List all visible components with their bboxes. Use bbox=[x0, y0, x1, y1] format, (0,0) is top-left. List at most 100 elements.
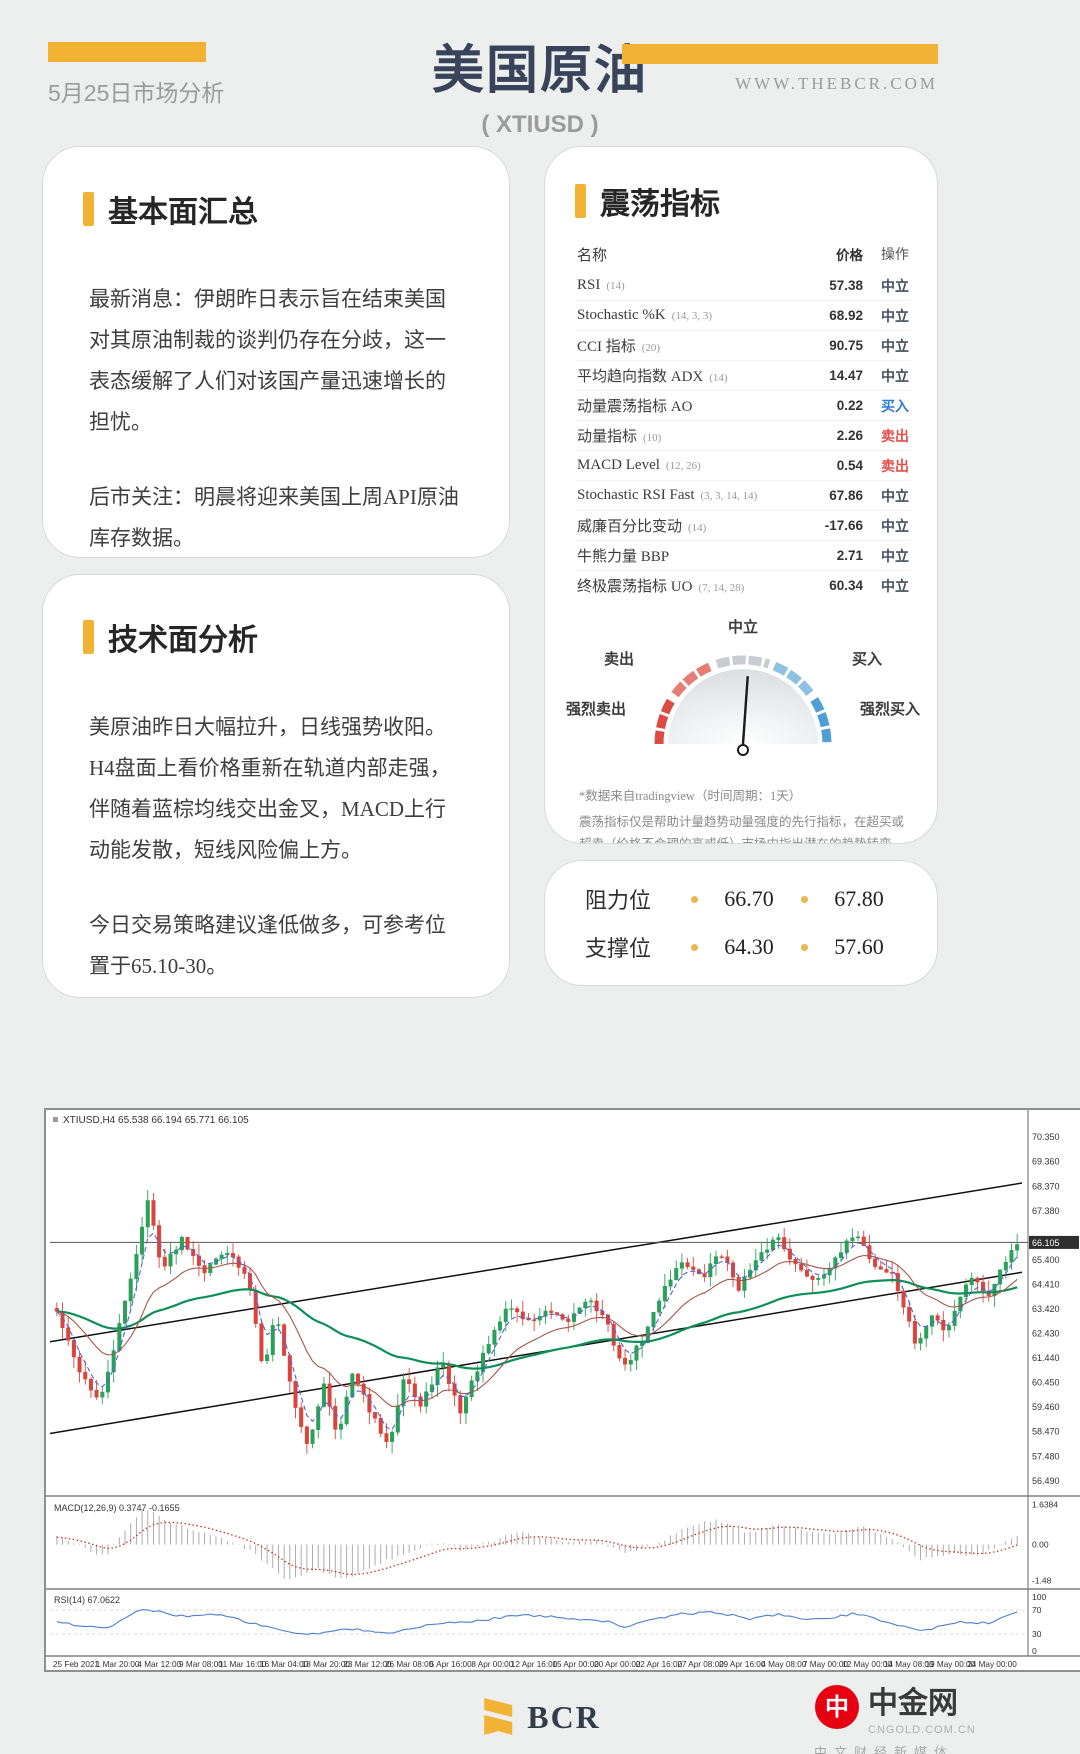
indicator-name: MACD Level (12, 26) bbox=[577, 457, 701, 473]
resistance-value-2: 67.80 bbox=[834, 886, 884, 911]
symbol-subtitle: ( XTIUSD ) bbox=[481, 111, 599, 138]
fundamental-paragraph: 后市关注：明晨将迎来美国上周API原油库存数据。 bbox=[89, 484, 459, 550]
svg-text:59.460: 59.460 bbox=[1032, 1402, 1060, 1412]
indicator-param: (14) bbox=[709, 372, 728, 384]
indicator-action: 中立 bbox=[881, 279, 909, 295]
indicator-price: 0.22 bbox=[836, 398, 863, 413]
accent-bar-left bbox=[48, 42, 206, 62]
svg-text:XTIUSD,H4 65.538 66.194 65.771: XTIUSD,H4 65.538 66.194 65.771 66.105 bbox=[63, 1115, 249, 1126]
indicator-row: CCI 指标 (20) 90.75 中立 bbox=[575, 330, 911, 360]
indicator-param: (3, 3, 14, 14) bbox=[700, 490, 758, 502]
page-title: 美国原油 bbox=[431, 42, 648, 100]
indicator-param: (10) bbox=[643, 432, 662, 444]
indicator-action: 中立 bbox=[881, 549, 909, 565]
svg-text:24 May 00:00: 24 May 00:00 bbox=[967, 1660, 1017, 1669]
oscillator-footnotes: *数据来自tradingview（时间周期：1天） 震荡指标仅是帮助计量趋势动量… bbox=[575, 786, 911, 843]
svg-text:-1.48: -1.48 bbox=[1032, 1576, 1052, 1586]
indicator-name: 威廉百分比变动 (14) bbox=[577, 519, 707, 535]
indicator-price: 57.38 bbox=[829, 278, 863, 293]
support-label: 支撑位 bbox=[585, 936, 652, 961]
indicator-row: RSI (14) 57.38 中立 bbox=[575, 271, 911, 300]
fundamental-title-row: 基本面汇总 bbox=[83, 187, 469, 231]
svg-text:16 Mar 04:00: 16 Mar 04:00 bbox=[260, 1660, 309, 1669]
indicator-row: 终极震荡指标 UO (7, 14, 28) 60.34 中立 bbox=[575, 570, 911, 600]
indicator-price: 60.34 bbox=[829, 578, 863, 593]
svg-text:69.360: 69.360 bbox=[1032, 1157, 1060, 1167]
svg-text:5 Apr 16:00: 5 Apr 16:00 bbox=[430, 1660, 472, 1669]
gauge-label-buy: 买入 bbox=[851, 651, 882, 668]
indicator-action: 中立 bbox=[881, 519, 909, 535]
footnote-source: *数据来自tradingview（时间周期：1天） bbox=[579, 789, 802, 803]
technical-paragraph: 今日交易策略建议逢低做多，可参考位置于65.10-30。 bbox=[89, 912, 446, 978]
oscillator-title: 震荡指标 bbox=[600, 188, 720, 221]
indicator-row: 动量震荡指标 AO 0.22 买入 bbox=[575, 390, 911, 420]
indicator-row: Stochastic %K (14, 3, 3) 68.92 中立 bbox=[575, 300, 911, 330]
col-action: 操作 bbox=[881, 248, 909, 263]
indicator-row: Stochastic RSI Fast (3, 3, 14, 14) 67.86 中立 bbox=[575, 480, 911, 510]
oscillator-card: 震荡指标 名称 价格 操作 RSI (14) 57.38 中立 Stochastic %… bbox=[544, 146, 938, 844]
svg-text:14 May 08:00: 14 May 08:00 bbox=[884, 1660, 934, 1669]
cngold-domain: CNGOLD.COM.CN bbox=[868, 1724, 976, 1736]
col-price: 价格 bbox=[836, 248, 863, 263]
indicator-name: 平均趋向指数 ADX (14) bbox=[577, 369, 728, 385]
svg-text:23 Mar 12:00: 23 Mar 12:00 bbox=[343, 1660, 392, 1669]
title-accent-bar bbox=[575, 184, 586, 218]
oscillator-title-row: 震荡指标 bbox=[575, 179, 911, 223]
bullet-dot-icon bbox=[690, 895, 698, 903]
svg-text:70.350: 70.350 bbox=[1032, 1132, 1060, 1142]
svg-text:58.470: 58.470 bbox=[1032, 1427, 1060, 1437]
svg-text:1.6384: 1.6384 bbox=[1032, 1500, 1058, 1510]
support-row: 支撑位 64.30 57.60 bbox=[585, 931, 897, 963]
right-column: 震荡指标 名称 价格 操作 RSI (14) 57.38 中立 Stochastic %… bbox=[544, 146, 938, 998]
sentiment-gauge: 中立 卖出 买入 强烈卖出 强烈买入 bbox=[566, 618, 920, 776]
bullet-dot-icon bbox=[690, 943, 698, 951]
header-left: 5月25日市场分析 bbox=[48, 42, 224, 108]
indicator-action: 中立 bbox=[881, 369, 909, 385]
website-url: WWW.THEBCR.COM bbox=[735, 74, 938, 93]
levels-card: 阻力位 66.70 67.80 支撑位 64.30 57.60 bbox=[544, 860, 938, 986]
resistance-label: 阻力位 bbox=[585, 888, 652, 913]
support-value-2: 57.60 bbox=[834, 934, 884, 959]
cngold-logo-icon: 中 bbox=[815, 1685, 859, 1729]
indicator-param: (14, 3, 3) bbox=[671, 310, 713, 322]
svg-text:25 Feb 2021: 25 Feb 2021 bbox=[53, 1660, 99, 1669]
gauge-arc bbox=[654, 655, 832, 756]
svg-text:68.370: 68.370 bbox=[1032, 1181, 1060, 1191]
technical-paragraph: 美原油昨日大幅拉升，日线强势收阳。H4盘面上看价格重新在轨道内部走强，伴随着蓝棕… bbox=[89, 715, 451, 862]
indicator-price: 0.54 bbox=[836, 458, 863, 473]
svg-text:67.380: 67.380 bbox=[1032, 1206, 1060, 1216]
indicator-price: 2.71 bbox=[836, 548, 863, 563]
svg-text:中: 中 bbox=[825, 1694, 849, 1721]
svg-text:26 Mar 08:00: 26 Mar 08:00 bbox=[385, 1660, 434, 1669]
analysis-date-label: 5月25日市场分析 bbox=[48, 80, 225, 106]
indicator-price: 68.92 bbox=[829, 308, 863, 323]
svg-text:60.450: 60.450 bbox=[1032, 1378, 1060, 1388]
svg-text:9 Mar 08:00: 9 Mar 08:00 bbox=[179, 1660, 223, 1669]
svg-text:8 Apr 00:00: 8 Apr 00:00 bbox=[471, 1660, 513, 1669]
svg-text:0: 0 bbox=[1032, 1646, 1037, 1656]
footer-bcr-brand: BCR bbox=[479, 1696, 601, 1738]
svg-text:7 May 00:00: 7 May 00:00 bbox=[803, 1660, 849, 1669]
indicator-rows: RSI (14) 57.38 中立 Stochastic %K (14, 3, 3) 68.… bbox=[575, 271, 911, 600]
indicator-name: 动量指标 (10) bbox=[577, 429, 662, 445]
col-name: 名称 bbox=[577, 247, 608, 264]
svg-text:57.480: 57.480 bbox=[1032, 1451, 1060, 1461]
indicator-name: RSI (14) bbox=[577, 277, 625, 293]
svg-text:27 Apr 08:00: 27 Apr 08:00 bbox=[677, 1660, 724, 1669]
technical-title: 技术面分析 bbox=[108, 624, 258, 657]
svg-text:22 Apr 16:00: 22 Apr 16:00 bbox=[636, 1660, 683, 1669]
svg-text:4 May 08:00: 4 May 08:00 bbox=[761, 1660, 807, 1669]
indicator-row: 威廉百分比变动 (14) -17.66 中立 bbox=[575, 510, 911, 540]
indicator-action: 中立 bbox=[881, 339, 909, 355]
indicator-price: -17.66 bbox=[824, 518, 863, 533]
gauge-label-strong-buy: 强烈买入 bbox=[859, 701, 920, 718]
svg-text:RSI(14) 67.0622: RSI(14) 67.0622 bbox=[54, 1595, 120, 1605]
indicator-action: 中立 bbox=[881, 489, 909, 505]
indicator-param: (7, 14, 28) bbox=[698, 582, 745, 594]
accent-bar-right bbox=[622, 44, 938, 64]
svg-text:70: 70 bbox=[1032, 1605, 1042, 1615]
content-grid: 基本面汇总 最新消息：伊朗昨日表示旨在结束美国对其原油制裁的谈判仍存在分歧，这一… bbox=[42, 146, 938, 998]
title-accent-bar bbox=[83, 620, 94, 654]
indicator-name: CCI 指标 (20) bbox=[577, 339, 661, 355]
indicator-param: (14) bbox=[688, 522, 707, 534]
